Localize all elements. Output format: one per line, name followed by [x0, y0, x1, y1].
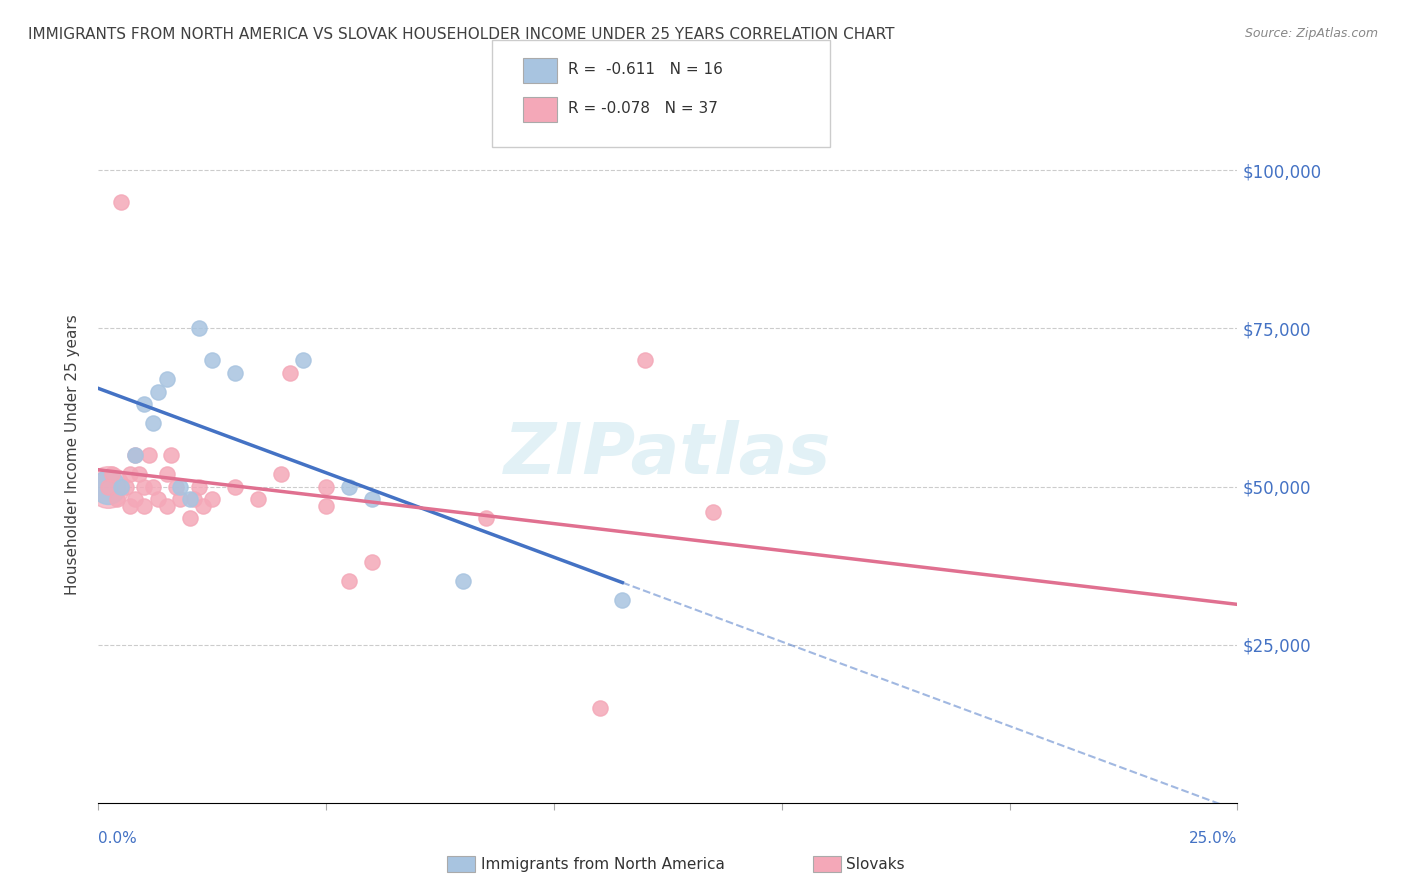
Point — [292, 353, 315, 368]
Point — [114, 479, 136, 493]
Point — [146, 384, 169, 399]
Point — [360, 492, 382, 507]
Point — [156, 499, 179, 513]
Point — [156, 467, 179, 481]
Point — [612, 593, 634, 607]
Point — [138, 448, 160, 462]
Point — [169, 492, 191, 507]
Point — [110, 479, 132, 493]
Text: Source: ZipAtlas.com: Source: ZipAtlas.com — [1244, 27, 1378, 40]
Point — [110, 194, 132, 209]
Point — [96, 479, 118, 493]
Point — [132, 499, 155, 513]
Point — [124, 448, 146, 462]
Point — [165, 479, 187, 493]
Point — [179, 511, 201, 525]
Point — [451, 574, 474, 589]
Point — [146, 492, 169, 507]
Point — [142, 417, 165, 431]
Point — [142, 479, 165, 493]
Point — [120, 499, 142, 513]
Point — [474, 511, 496, 525]
Text: 0.0%: 0.0% — [98, 830, 138, 846]
Point — [201, 353, 224, 368]
Point — [179, 492, 201, 507]
Text: Slovaks: Slovaks — [846, 857, 905, 871]
Point — [201, 492, 224, 507]
Point — [187, 321, 209, 335]
Point — [183, 492, 205, 507]
Point — [169, 479, 191, 493]
Point — [315, 499, 337, 513]
Point — [702, 505, 724, 519]
Text: R =  -0.611   N = 16: R = -0.611 N = 16 — [568, 62, 723, 77]
Point — [124, 492, 146, 507]
Point — [270, 467, 292, 481]
Point — [360, 556, 382, 570]
Text: R = -0.078   N = 37: R = -0.078 N = 37 — [568, 102, 718, 116]
Point — [634, 353, 657, 368]
Point — [101, 467, 124, 481]
Point — [120, 467, 142, 481]
Y-axis label: Householder Income Under 25 years: Householder Income Under 25 years — [65, 315, 80, 595]
Text: IMMIGRANTS FROM NORTH AMERICA VS SLOVAK HOUSEHOLDER INCOME UNDER 25 YEARS CORREL: IMMIGRANTS FROM NORTH AMERICA VS SLOVAK … — [28, 27, 894, 42]
Text: ZIPatlas: ZIPatlas — [505, 420, 831, 490]
Point — [160, 448, 183, 462]
Point — [315, 479, 337, 493]
Point — [278, 366, 301, 380]
Point — [337, 479, 360, 493]
Point — [588, 701, 610, 715]
Point — [128, 467, 150, 481]
Point — [124, 448, 146, 462]
Point — [96, 479, 118, 493]
Text: 25.0%: 25.0% — [1189, 830, 1237, 846]
Point — [224, 479, 246, 493]
Point — [132, 479, 155, 493]
Point — [224, 366, 246, 380]
Text: Immigrants from North America: Immigrants from North America — [481, 857, 724, 871]
Point — [337, 574, 360, 589]
Point — [132, 397, 155, 411]
Point — [156, 372, 179, 386]
Point — [96, 479, 118, 493]
Point — [193, 499, 215, 513]
Point — [246, 492, 269, 507]
Point — [187, 479, 209, 493]
Point — [105, 492, 128, 507]
